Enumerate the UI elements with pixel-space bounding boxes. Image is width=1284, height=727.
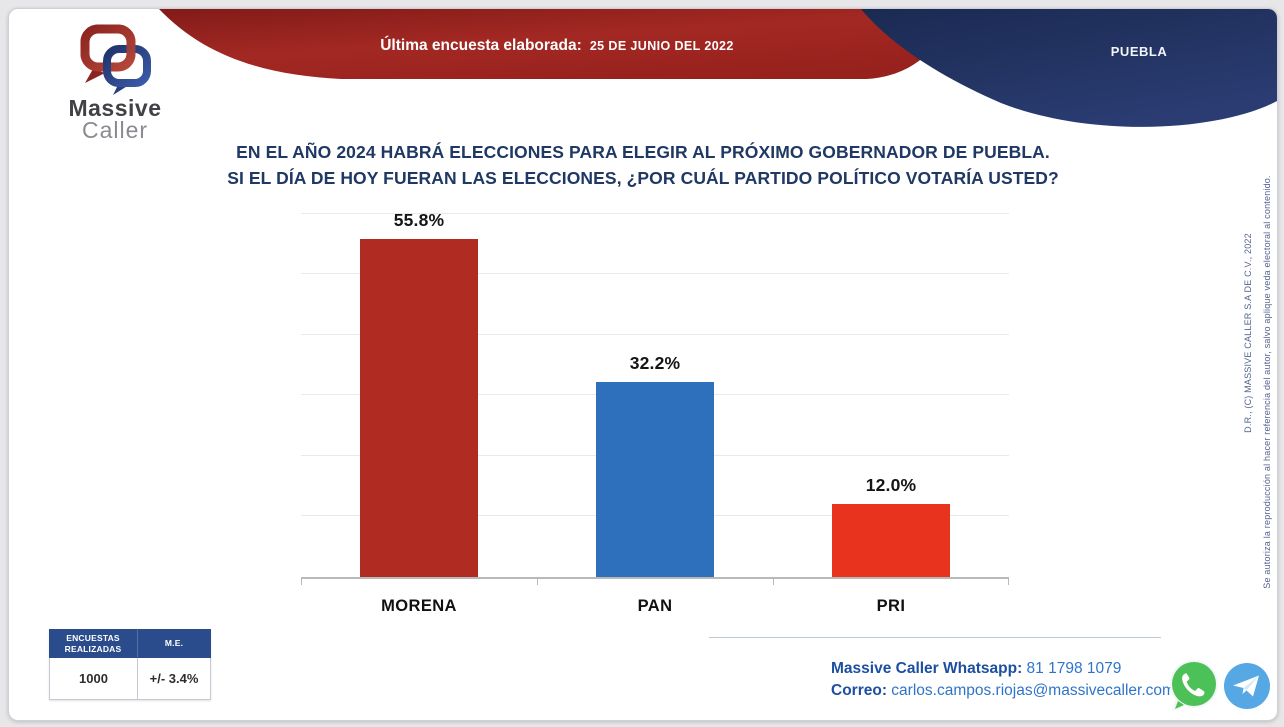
- region-label: PUEBLA: [1110, 44, 1168, 59]
- stats-table-header: ENCUESTAS REALIZADAS M.E.: [49, 629, 211, 658]
- bar-morena: [360, 239, 478, 577]
- email-address[interactable]: carlos.campos.riojas@massivecaller.com: [891, 682, 1175, 699]
- bar-slot-morena: 55.8%: [301, 210, 537, 577]
- last-poll-label: Última encuesta elaborada:: [380, 37, 582, 54]
- stats-value-encuestas: 1000: [49, 658, 137, 700]
- chart-category-axis: MORENA PAN PRI: [301, 597, 1009, 616]
- telegram-icon[interactable]: [1222, 661, 1272, 716]
- whatsapp-number[interactable]: 81 1798 1079: [1026, 660, 1122, 677]
- banner-shapes: [159, 9, 1277, 127]
- logo-text-massive: Massive: [68, 95, 162, 121]
- category-label-pri: PRI: [876, 597, 906, 615]
- bar-slot-pan: 32.2%: [537, 214, 773, 577]
- bar-pan: [596, 382, 714, 577]
- bar-slot-pri: 12.0%: [773, 214, 1009, 577]
- gridline-60: [301, 213, 1009, 214]
- banner-navy-shape: [861, 9, 1277, 127]
- stats-header-encuestas: ENCUESTAS REALIZADAS: [49, 629, 137, 658]
- bar-value-morena: 55.8%: [393, 210, 445, 230]
- bar-value-pan: 32.2%: [629, 353, 681, 373]
- stats-value-me: +/- 3.4%: [137, 658, 211, 700]
- stats-table-row: 1000 +/- 3.4%: [49, 658, 211, 700]
- bar-pri: [832, 504, 950, 577]
- logo-text-caller: Caller: [81, 117, 149, 143]
- contact-whatsapp-line: Massive Caller Whatsapp: 81 1798 1079: [831, 658, 1175, 680]
- email-label: Correo:: [831, 682, 887, 699]
- category-label-morena: MORENA: [381, 597, 457, 615]
- massive-caller-logo: Massive Caller: [47, 21, 183, 144]
- last-poll-date: 25 DE JUNIO DEL 2022: [589, 39, 734, 53]
- contact-block: Massive Caller Whatsapp: 81 1798 1079 Co…: [831, 658, 1175, 702]
- bar-value-pri: 12.0%: [865, 475, 917, 495]
- gridline-50: [301, 273, 1009, 274]
- whatsapp-label: Massive Caller Whatsapp:: [831, 660, 1023, 677]
- chart-plot: 55.8% 32.2% 12.0%: [301, 210, 1009, 579]
- gridline-40: [301, 334, 1009, 335]
- poll-question-line1: EN EL AÑO 2024 HABRÁ ELECCIONES PARA ELE…: [236, 142, 1050, 162]
- footer-divider: [709, 637, 1161, 638]
- axis-tick-3: [1008, 579, 1009, 585]
- category-label-pan: PAN: [637, 597, 673, 615]
- copyright-line: D.R., (C) MASSIVE CALLER S.A DE C.V., 20…: [1243, 233, 1253, 433]
- poll-question: EN EL AÑO 2024 HABRÁ ELECCIONES PARA ELE…: [143, 139, 1143, 191]
- poll-question-line2: SI EL DÍA DE HOY FUERAN LAS ELECCIONES, …: [227, 168, 1059, 188]
- axis-tick-1: [537, 579, 538, 585]
- bar-chart: 55.8% 32.2% 12.0% MORENA PAN PRI: [301, 210, 1009, 644]
- slide-card: Última encuesta elaborada: 25 DE JUNIO DE…: [8, 8, 1278, 721]
- stats-header-me: M.E.: [137, 629, 211, 658]
- contact-email-line: Correo: carlos.campos.riojas@massivecall…: [831, 680, 1175, 702]
- whatsapp-icon[interactable]: [1166, 657, 1222, 720]
- banner-red-shape: [159, 9, 957, 79]
- reproduction-notice-line: Se autoriza la reproducción al hacer ref…: [1262, 175, 1272, 589]
- axis-tick-0: [301, 579, 302, 585]
- chat-bubbles-logo-icon: [80, 24, 151, 95]
- axis-tick-2: [773, 579, 774, 585]
- last-poll-banner: Última encuesta elaborada: 25 DE JUNIO DE…: [327, 37, 787, 55]
- stats-table: ENCUESTAS REALIZADAS M.E. 1000 +/- 3.4%: [49, 629, 211, 700]
